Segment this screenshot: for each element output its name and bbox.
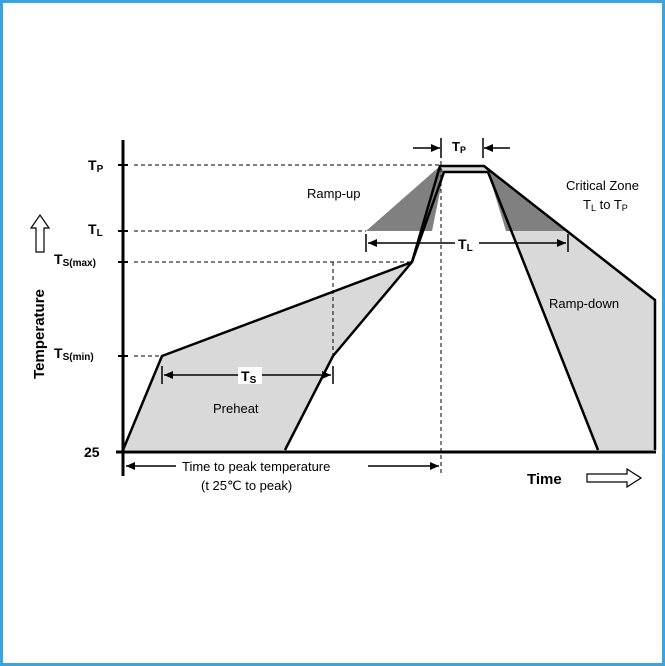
ts-label-bg: [238, 367, 262, 384]
time-to-peak-label-line1: Time to peak temperature: [182, 459, 330, 474]
tl-label-bg: [455, 235, 479, 252]
ts-duration-label: TS: [241, 368, 257, 386]
profile-outer-line: [121, 164, 657, 451]
tl-label: TL: [88, 221, 103, 239]
y-axis-title: Temperature: [31, 289, 48, 379]
preheat-label: Preheat: [213, 401, 259, 416]
tp-label: TP: [88, 157, 104, 175]
ramp-down-label: Ramp-down: [549, 296, 619, 311]
ramp-up-label: Ramp-up: [307, 186, 360, 201]
time-to-peak-label-line2: (t 25℃ to peak): [201, 478, 292, 493]
time-to-peak-label-bg: [176, 458, 368, 474]
tsmax-label: TS(max): [54, 251, 96, 269]
time-direction-arrow: [586, 467, 643, 489]
tp-duration-label: TP: [452, 139, 466, 155]
tsmin-label: TS(min): [54, 345, 94, 363]
x-axis-title: Time: [527, 471, 562, 488]
critical-zone-left: [366, 166, 444, 231]
t25-label: 25: [84, 444, 100, 460]
temperature-direction-arrow: [29, 213, 51, 253]
critical-zone-range-label: TL to TP: [583, 197, 628, 213]
critical-zone-label: Critical Zone: [566, 178, 639, 193]
tl-duration-label: TL: [458, 236, 473, 254]
